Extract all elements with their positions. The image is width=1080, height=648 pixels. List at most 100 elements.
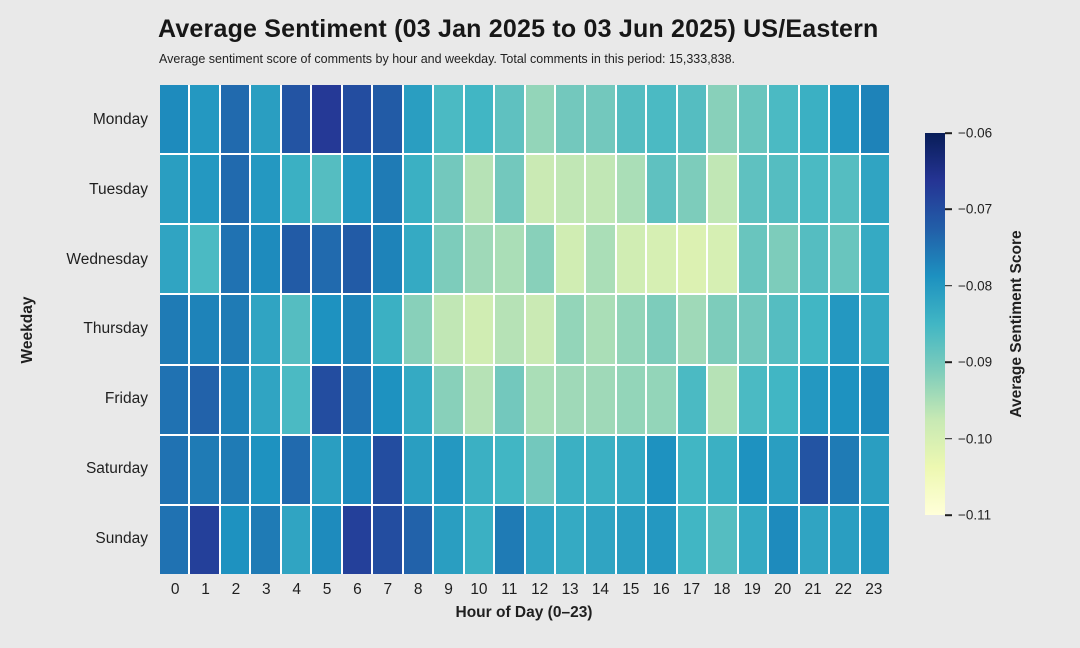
heatmap-cell — [434, 295, 463, 364]
heatmap-cell — [586, 435, 615, 504]
heatmap-cell — [403, 85, 433, 154]
heatmap-cell — [647, 295, 676, 364]
heatmap-cell — [251, 365, 280, 434]
x-tick-label: 6 — [353, 581, 362, 598]
heatmap-cell — [799, 85, 829, 154]
heatmap-cell — [160, 505, 189, 574]
heatmap-cell — [677, 295, 707, 364]
heatmap-cell — [464, 85, 494, 154]
heatmap-cell — [616, 155, 646, 224]
heatmap-cell — [555, 85, 585, 154]
heatmap-cell — [860, 225, 889, 294]
heatmap-cell — [525, 225, 554, 294]
x-tick-label: 4 — [292, 581, 301, 598]
heatmap-cell — [555, 365, 585, 434]
heatmap-cell — [525, 365, 554, 434]
heatmap-cell — [708, 365, 737, 434]
heatmap-cell — [677, 365, 707, 434]
heatmap-cell — [434, 155, 463, 224]
y-tick-label: Tuesday — [89, 180, 148, 198]
heatmap-cell — [464, 435, 494, 504]
heatmap-cell — [860, 505, 889, 574]
heatmap-cell — [708, 295, 737, 364]
x-tick-label: 20 — [774, 581, 792, 598]
x-tick-label: 3 — [262, 581, 271, 598]
heatmap-cell — [677, 505, 707, 574]
heatmap-cell — [160, 435, 189, 504]
heatmap-cell — [403, 435, 433, 504]
heatmap-cell — [647, 505, 676, 574]
colorbar-tick-mark — [945, 514, 952, 516]
x-tick-label: 9 — [444, 581, 453, 598]
heatmap-cell — [738, 155, 768, 224]
y-tick-label: Thursday — [83, 320, 148, 338]
heatmap-cell — [830, 155, 859, 224]
x-tick-label: 8 — [413, 581, 423, 598]
heatmap-cell — [738, 435, 768, 504]
heatmap-cell — [281, 365, 311, 434]
x-tick-label: 14 — [591, 581, 610, 598]
y-axis-title: Weekday — [19, 296, 36, 364]
heatmap-cell — [220, 435, 250, 504]
heatmap-cell — [342, 505, 372, 574]
heatmap-cell — [555, 155, 585, 224]
heatmap-cell — [434, 225, 463, 294]
heatmap-cell — [860, 295, 889, 364]
heatmap-cell — [373, 505, 402, 574]
heatmap-cell — [525, 435, 554, 504]
heatmap-cell — [434, 435, 463, 504]
heatmap-cell — [586, 155, 615, 224]
colorbar-tick-mark — [945, 361, 952, 363]
heatmap-cell — [586, 505, 615, 574]
heatmap-cell — [677, 435, 707, 504]
heatmap-cell — [220, 295, 250, 364]
chart-title: Average Sentiment (03 Jan 2025 to 03 Jun… — [158, 15, 879, 43]
heatmap-cell — [160, 85, 189, 154]
heatmap-cell — [799, 155, 829, 224]
heatmap-cell — [434, 85, 463, 154]
heatmap-cell — [708, 85, 737, 154]
heatmap-cell — [860, 365, 889, 434]
colorbar-tick-label: −0.06 — [958, 125, 993, 141]
heatmap-cell — [312, 365, 341, 434]
heatmap-cell — [495, 365, 524, 434]
heatmap-cell — [586, 225, 615, 294]
heatmap-cell — [220, 505, 250, 574]
heatmap-cell — [251, 295, 280, 364]
heatmap-cell — [160, 155, 189, 224]
heatmap-cell — [677, 155, 707, 224]
heatmap-cell — [251, 225, 280, 294]
heatmap-cell — [647, 365, 676, 434]
heatmap-cell — [525, 505, 554, 574]
x-tick-label: 17 — [682, 581, 701, 598]
heatmap-cell — [281, 435, 311, 504]
heatmap-cell — [738, 85, 768, 154]
x-tick-label: 7 — [383, 581, 393, 598]
x-axis-tick-labels: 0 1 2 3 4 5 6 7 8 9 10 11 12 13 14 15 16 17 18 19 20 21 22 23 — [160, 580, 889, 600]
heatmap-cell — [769, 225, 798, 294]
heatmap-cell — [555, 435, 585, 504]
heatmap-cell — [190, 295, 219, 364]
heatmap-cell — [495, 155, 524, 224]
colorbar-tick-label: −0.08 — [958, 278, 993, 294]
x-tick-label: 21 — [804, 581, 822, 598]
heatmap-cell — [586, 85, 615, 154]
heatmap-cell — [312, 435, 341, 504]
colorbar-tick-mark — [945, 285, 952, 287]
heatmap-cell — [464, 295, 494, 364]
x-tick-label: 22 — [834, 581, 853, 598]
heatmap-cell — [769, 365, 798, 434]
x-tick-label: 11 — [501, 581, 518, 598]
heatmap-cell — [373, 155, 402, 224]
heatmap-cell — [464, 505, 494, 574]
heatmap-cell — [220, 85, 250, 154]
heatmap-cell — [769, 155, 798, 224]
heatmap-cell — [281, 155, 311, 224]
y-tick-label: Friday — [104, 390, 148, 408]
heatmap-cell — [799, 365, 829, 434]
heatmap-cell — [312, 295, 341, 364]
heatmap-cell — [342, 85, 372, 154]
heatmap-cell — [708, 155, 737, 224]
heatmap-cell — [647, 435, 676, 504]
heatmap-cell — [160, 225, 189, 294]
